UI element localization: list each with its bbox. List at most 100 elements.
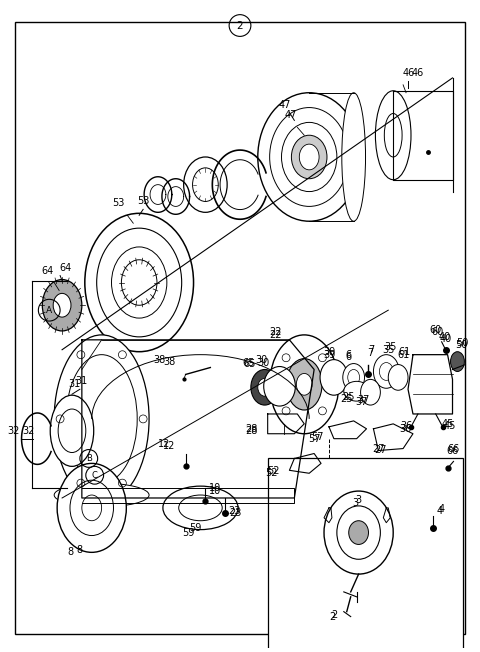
Bar	[268, 458, 463, 651]
Text: 35: 35	[384, 342, 396, 351]
Ellipse shape	[375, 91, 411, 180]
Ellipse shape	[300, 144, 319, 170]
Text: 66: 66	[447, 443, 460, 454]
Text: 39: 39	[323, 347, 335, 357]
Text: 64: 64	[59, 263, 71, 273]
Ellipse shape	[111, 247, 167, 318]
Text: 32: 32	[7, 426, 20, 436]
Text: 25: 25	[342, 392, 355, 402]
Text: 22: 22	[269, 327, 281, 337]
Text: 8: 8	[67, 547, 73, 557]
Ellipse shape	[296, 374, 312, 395]
Text: 61: 61	[397, 349, 409, 360]
Text: 30: 30	[257, 357, 270, 368]
Ellipse shape	[348, 370, 360, 385]
Text: 52: 52	[267, 466, 279, 476]
Text: 39: 39	[323, 349, 335, 360]
Text: 60: 60	[432, 327, 444, 337]
Ellipse shape	[192, 168, 218, 201]
Text: 57: 57	[309, 434, 321, 443]
Text: 40: 40	[438, 332, 451, 342]
Ellipse shape	[337, 506, 380, 559]
Text: 2: 2	[237, 20, 243, 31]
Text: 38: 38	[164, 357, 176, 366]
Text: 23: 23	[229, 508, 241, 518]
Text: 47: 47	[284, 110, 297, 121]
Text: C: C	[92, 471, 97, 480]
Ellipse shape	[373, 355, 399, 389]
Ellipse shape	[54, 483, 149, 507]
Text: 64: 64	[41, 265, 53, 276]
Ellipse shape	[53, 293, 71, 317]
Ellipse shape	[451, 351, 464, 372]
Ellipse shape	[70, 480, 113, 535]
Ellipse shape	[281, 123, 337, 192]
Ellipse shape	[96, 228, 182, 337]
Text: 7: 7	[367, 348, 373, 358]
Ellipse shape	[42, 280, 82, 331]
Text: A: A	[46, 306, 52, 315]
Text: 59: 59	[189, 523, 202, 533]
Text: 6: 6	[346, 351, 352, 362]
Text: 36: 36	[400, 421, 412, 431]
Text: 37: 37	[355, 397, 368, 407]
Ellipse shape	[324, 491, 393, 574]
Ellipse shape	[270, 335, 339, 434]
Text: 32: 32	[23, 426, 35, 436]
Text: 37: 37	[358, 395, 370, 405]
Ellipse shape	[320, 360, 348, 395]
Ellipse shape	[344, 381, 370, 401]
Text: 36: 36	[399, 424, 411, 434]
Ellipse shape	[121, 259, 157, 305]
Text: 10: 10	[209, 483, 221, 493]
Ellipse shape	[360, 379, 380, 405]
Text: 61: 61	[398, 347, 410, 357]
Text: 53: 53	[112, 198, 125, 209]
Text: 28: 28	[245, 426, 258, 436]
Text: 27: 27	[374, 445, 386, 456]
Ellipse shape	[82, 495, 102, 521]
Ellipse shape	[258, 93, 360, 221]
Text: 6: 6	[346, 349, 352, 360]
Text: 47: 47	[278, 100, 291, 110]
Text: 40: 40	[440, 334, 452, 344]
Ellipse shape	[163, 486, 238, 529]
Ellipse shape	[349, 521, 369, 544]
Text: 25: 25	[340, 394, 353, 404]
Ellipse shape	[184, 157, 227, 213]
Ellipse shape	[342, 93, 366, 221]
Text: 3: 3	[353, 498, 359, 508]
Ellipse shape	[287, 359, 322, 410]
Text: 31: 31	[76, 376, 88, 386]
Ellipse shape	[54, 335, 149, 503]
Text: 27: 27	[372, 443, 384, 454]
Text: 59: 59	[182, 527, 195, 537]
Ellipse shape	[57, 464, 126, 552]
Ellipse shape	[85, 213, 193, 351]
Ellipse shape	[50, 395, 94, 466]
Ellipse shape	[270, 108, 349, 207]
Text: 50: 50	[456, 338, 468, 348]
Text: 35: 35	[382, 345, 395, 355]
Ellipse shape	[251, 370, 278, 405]
Text: 45: 45	[442, 419, 454, 429]
Text: 12: 12	[163, 441, 176, 451]
Ellipse shape	[343, 364, 364, 391]
Text: 65: 65	[243, 359, 256, 370]
Text: 23: 23	[228, 506, 240, 516]
Text: 46: 46	[403, 68, 415, 78]
Text: 4: 4	[439, 504, 444, 514]
Ellipse shape	[179, 495, 222, 521]
Text: 28: 28	[245, 424, 258, 434]
Ellipse shape	[66, 355, 137, 483]
Text: B: B	[86, 454, 92, 463]
Text: 45: 45	[444, 421, 456, 431]
Ellipse shape	[291, 135, 327, 179]
Text: 8: 8	[77, 545, 83, 556]
Text: 2: 2	[331, 610, 337, 619]
Text: 66: 66	[446, 447, 458, 456]
Text: 4: 4	[437, 506, 443, 516]
Text: 52: 52	[265, 468, 277, 478]
Ellipse shape	[384, 113, 402, 157]
Text: 65: 65	[242, 357, 255, 368]
